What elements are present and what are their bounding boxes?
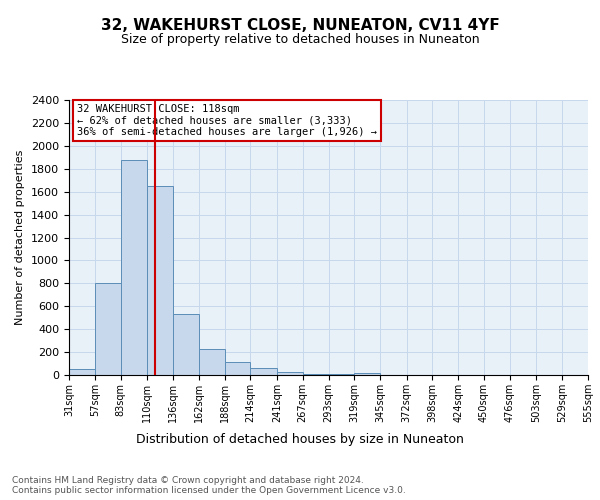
Bar: [329, 374, 354, 375]
Text: Size of property relative to detached houses in Nuneaton: Size of property relative to detached ho…: [121, 32, 479, 46]
Bar: [199, 348, 224, 375]
Bar: [224, 362, 250, 375]
Bar: [69, 370, 95, 375]
Bar: [303, 374, 329, 375]
Bar: [147, 186, 173, 375]
Text: 32 WAKEHURST CLOSE: 118sqm
← 62% of detached houses are smaller (3,333)
36% of s: 32 WAKEHURST CLOSE: 118sqm ← 62% of deta…: [77, 104, 377, 138]
Bar: [173, 314, 199, 375]
Text: 32, WAKEHURST CLOSE, NUNEATON, CV11 4YF: 32, WAKEHURST CLOSE, NUNEATON, CV11 4YF: [101, 18, 499, 32]
Text: Distribution of detached houses by size in Nuneaton: Distribution of detached houses by size …: [136, 432, 464, 446]
Bar: [95, 284, 121, 375]
Bar: [277, 372, 303, 375]
Bar: [354, 372, 380, 375]
Bar: [250, 368, 277, 375]
Y-axis label: Number of detached properties: Number of detached properties: [16, 150, 25, 325]
Bar: [121, 160, 147, 375]
Text: Contains HM Land Registry data © Crown copyright and database right 2024.
Contai: Contains HM Land Registry data © Crown c…: [12, 476, 406, 495]
